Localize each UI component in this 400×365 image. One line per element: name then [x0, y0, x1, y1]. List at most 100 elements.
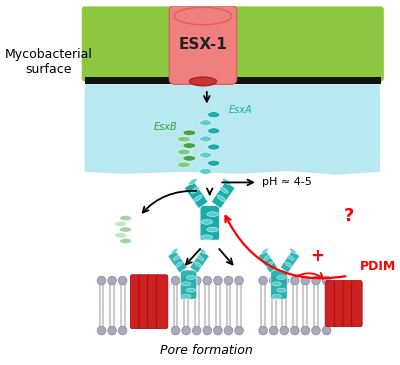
Ellipse shape — [183, 143, 196, 148]
Ellipse shape — [182, 282, 191, 286]
Circle shape — [235, 276, 243, 285]
Circle shape — [290, 276, 299, 285]
FancyBboxPatch shape — [343, 281, 354, 327]
Ellipse shape — [174, 7, 232, 25]
FancyBboxPatch shape — [139, 275, 150, 329]
FancyBboxPatch shape — [82, 7, 384, 81]
Ellipse shape — [218, 195, 226, 201]
Ellipse shape — [173, 255, 180, 260]
Ellipse shape — [178, 149, 190, 155]
Circle shape — [269, 276, 278, 285]
Circle shape — [203, 276, 212, 285]
Ellipse shape — [191, 187, 199, 193]
Circle shape — [182, 276, 190, 285]
FancyBboxPatch shape — [180, 270, 197, 299]
Circle shape — [280, 276, 288, 285]
FancyBboxPatch shape — [334, 281, 345, 327]
Ellipse shape — [272, 282, 281, 286]
Circle shape — [108, 276, 116, 285]
Ellipse shape — [264, 255, 270, 260]
Circle shape — [171, 326, 180, 335]
Polygon shape — [184, 181, 208, 208]
Ellipse shape — [120, 239, 131, 243]
Ellipse shape — [201, 219, 212, 224]
Ellipse shape — [190, 77, 216, 86]
Ellipse shape — [207, 212, 218, 216]
Circle shape — [214, 326, 222, 335]
FancyBboxPatch shape — [148, 275, 159, 329]
Ellipse shape — [266, 262, 273, 267]
Circle shape — [171, 276, 180, 285]
Text: ?: ? — [344, 207, 354, 225]
Circle shape — [182, 326, 190, 335]
Circle shape — [259, 326, 268, 335]
Circle shape — [312, 326, 320, 335]
Ellipse shape — [276, 288, 286, 292]
Circle shape — [235, 326, 243, 335]
Ellipse shape — [207, 227, 218, 232]
Ellipse shape — [200, 168, 212, 174]
Ellipse shape — [183, 155, 196, 161]
Ellipse shape — [199, 248, 206, 254]
Circle shape — [269, 326, 278, 335]
Circle shape — [192, 276, 201, 285]
FancyBboxPatch shape — [130, 275, 142, 329]
Ellipse shape — [201, 235, 212, 240]
Ellipse shape — [182, 295, 191, 299]
Circle shape — [108, 326, 116, 335]
Polygon shape — [190, 251, 209, 273]
Ellipse shape — [178, 137, 190, 142]
Circle shape — [301, 276, 310, 285]
Circle shape — [118, 326, 127, 335]
Ellipse shape — [208, 112, 220, 118]
Ellipse shape — [276, 276, 286, 280]
Circle shape — [322, 276, 331, 285]
FancyBboxPatch shape — [169, 5, 237, 84]
FancyBboxPatch shape — [352, 281, 362, 327]
Ellipse shape — [176, 262, 182, 267]
Ellipse shape — [200, 120, 212, 126]
Bar — [85, 77, 381, 84]
FancyBboxPatch shape — [271, 270, 287, 299]
Ellipse shape — [120, 216, 131, 220]
Text: Mycobacterial
surface: Mycobacterial surface — [5, 48, 93, 76]
Text: ESX-1: ESX-1 — [178, 37, 227, 52]
Circle shape — [312, 276, 320, 285]
Ellipse shape — [186, 276, 196, 280]
Ellipse shape — [208, 128, 220, 134]
Ellipse shape — [220, 187, 228, 193]
Polygon shape — [258, 251, 278, 273]
Ellipse shape — [288, 255, 294, 260]
Polygon shape — [211, 181, 235, 208]
Text: EsxA: EsxA — [229, 105, 252, 115]
Text: EsxB: EsxB — [154, 122, 178, 132]
Ellipse shape — [200, 136, 212, 142]
Circle shape — [97, 326, 106, 335]
Ellipse shape — [285, 262, 292, 267]
Circle shape — [290, 326, 299, 335]
Circle shape — [224, 326, 233, 335]
Ellipse shape — [120, 227, 131, 232]
Circle shape — [322, 326, 331, 335]
Circle shape — [192, 326, 201, 335]
Ellipse shape — [222, 178, 231, 185]
Ellipse shape — [262, 248, 268, 254]
Ellipse shape — [115, 233, 126, 238]
Ellipse shape — [197, 255, 204, 260]
Circle shape — [280, 326, 288, 335]
Ellipse shape — [208, 144, 220, 150]
Ellipse shape — [171, 248, 178, 254]
Circle shape — [301, 326, 310, 335]
Circle shape — [259, 276, 268, 285]
Ellipse shape — [183, 130, 196, 135]
Circle shape — [214, 276, 222, 285]
Text: PDIM: PDIM — [360, 260, 396, 273]
FancyBboxPatch shape — [156, 275, 168, 329]
Ellipse shape — [290, 248, 296, 254]
Ellipse shape — [115, 222, 126, 226]
Polygon shape — [280, 251, 300, 273]
Ellipse shape — [195, 262, 202, 267]
Ellipse shape — [194, 195, 202, 201]
Bar — [85, 9, 381, 78]
Circle shape — [224, 276, 233, 285]
